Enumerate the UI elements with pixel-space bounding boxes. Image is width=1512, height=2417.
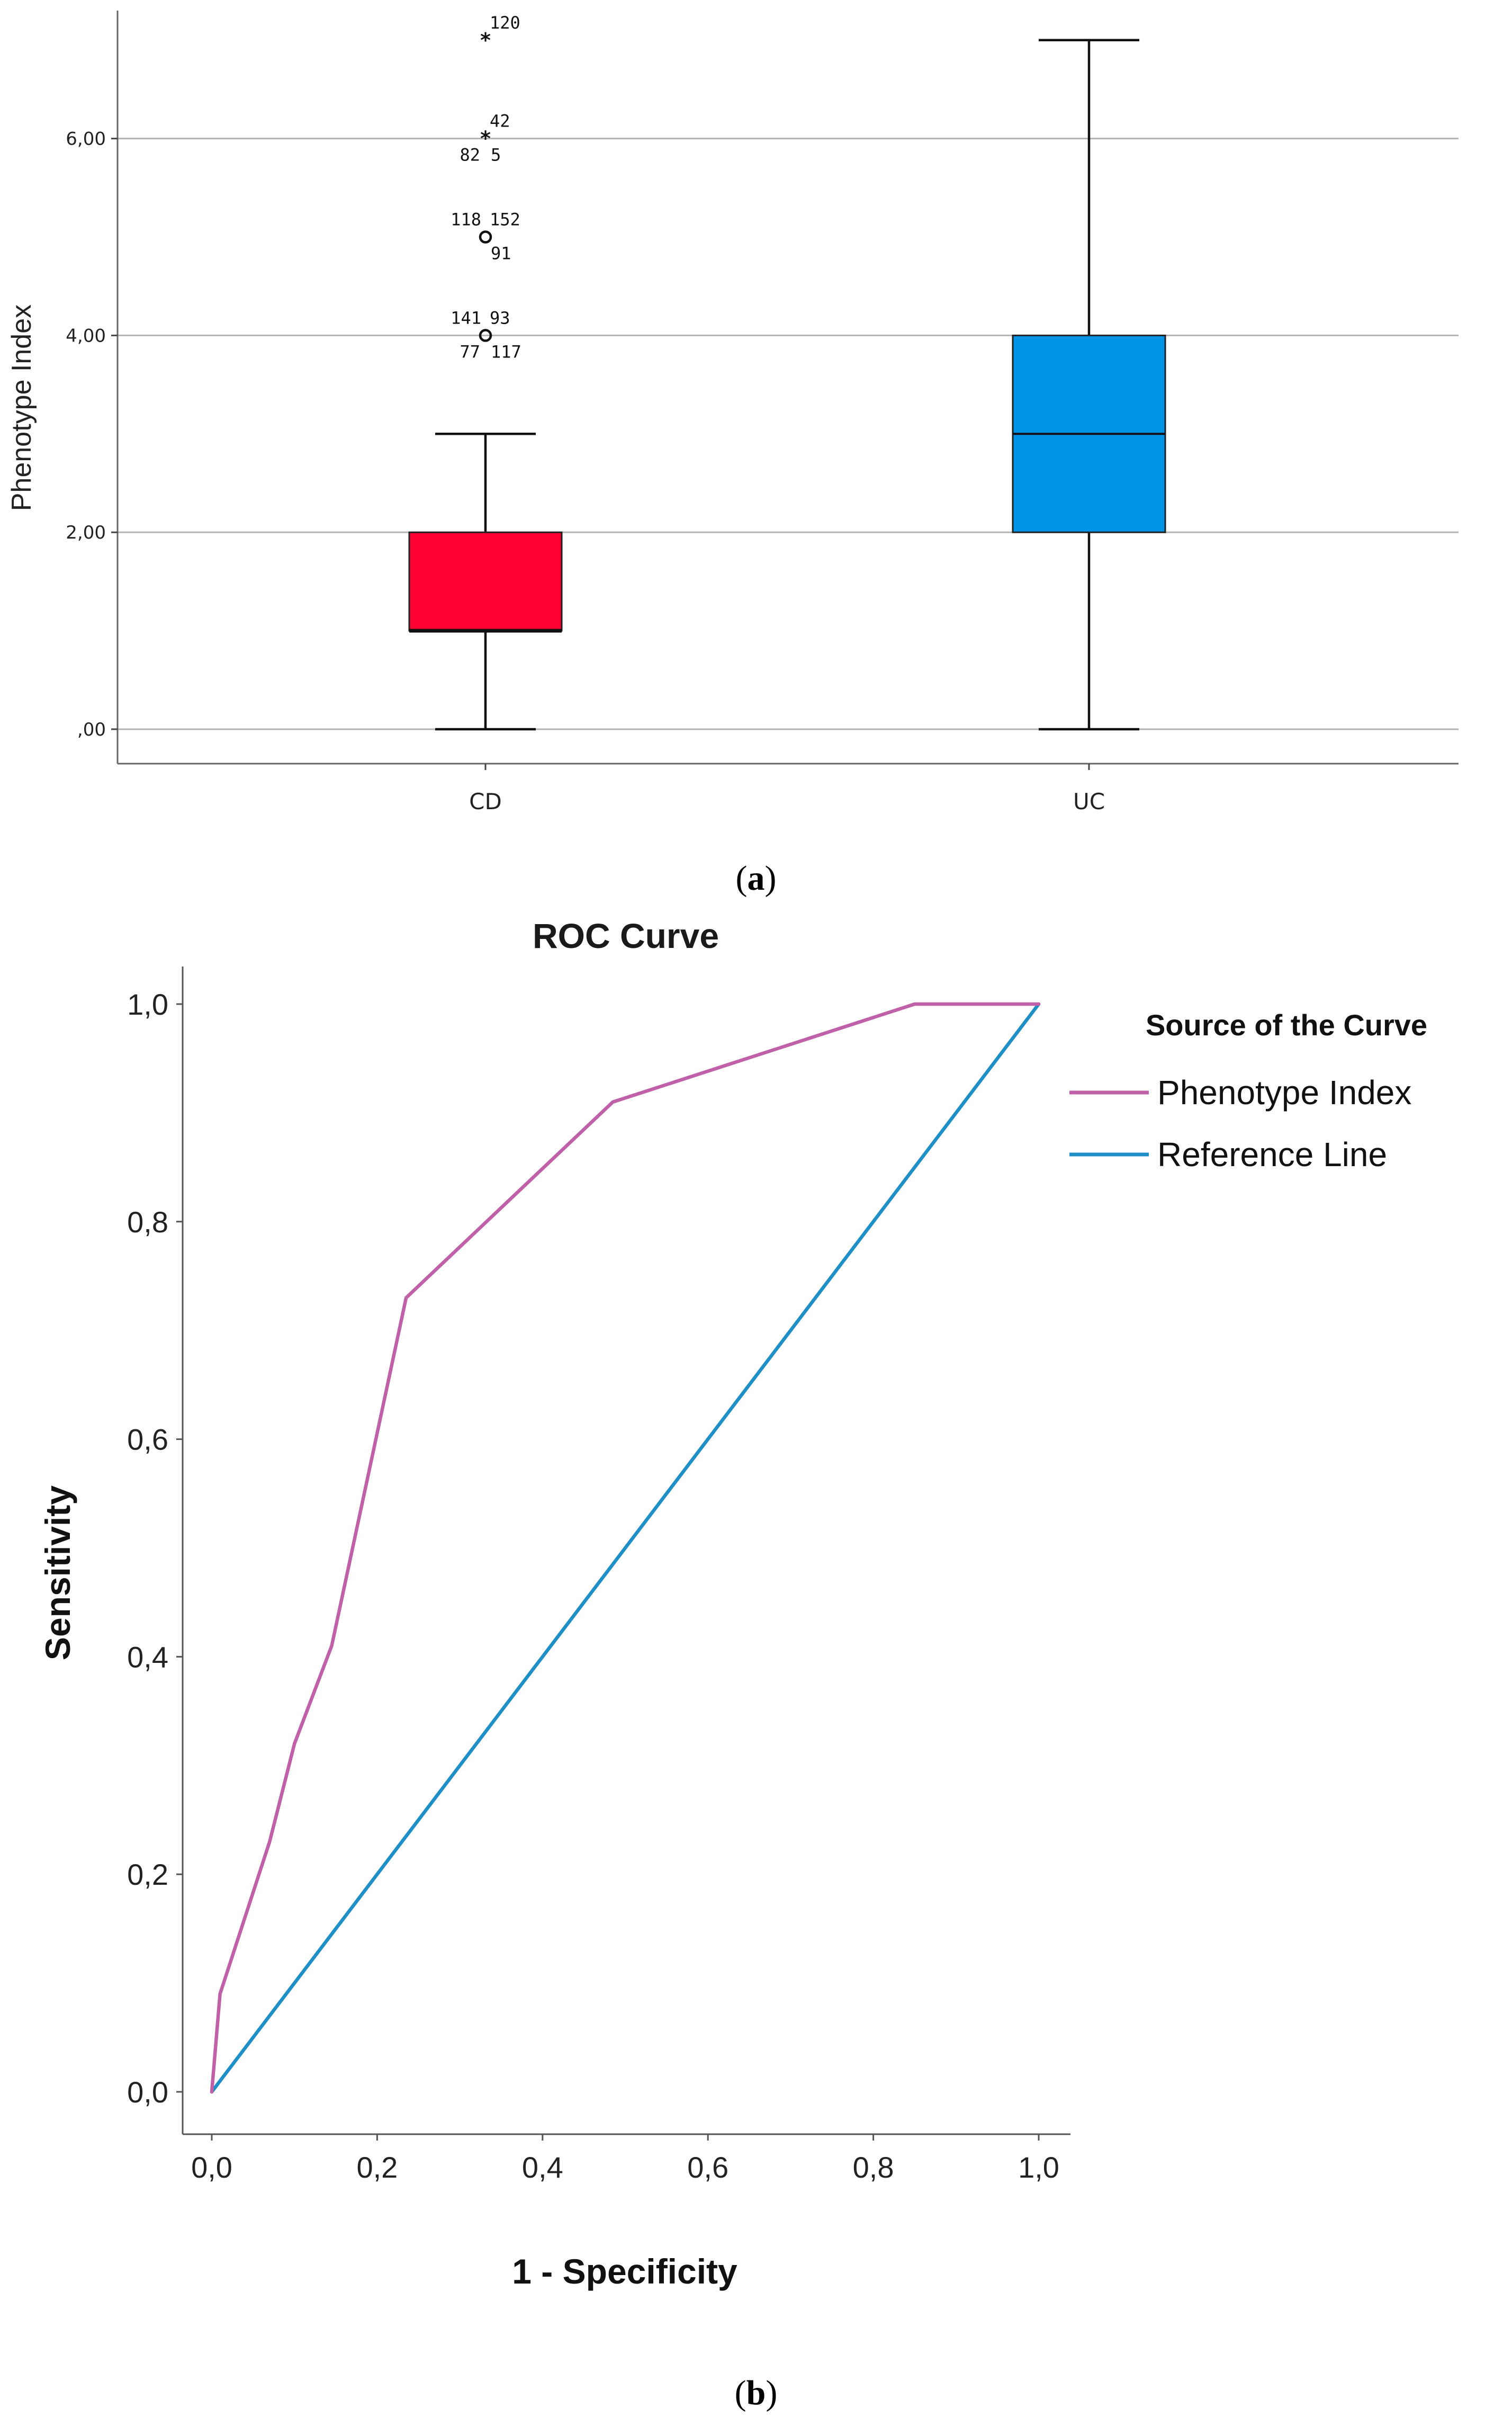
roc-x-ticks: 0,0 0,2 0,4 0,6 0,8 1,0	[191, 2134, 1059, 2184]
x-tick-label: 0,2	[356, 2151, 398, 2184]
roc-panel: ROC Curve 0,00,20,40,60,81,0 0,0 0,2 0,4 0,…	[38, 916, 1427, 2412]
boxplot-gridlines	[118, 138, 1459, 730]
outlier-circle-marker	[479, 329, 492, 342]
roc-series	[210, 1002, 1041, 2094]
cd-box	[408, 531, 563, 632]
extreme-star-marker: *	[480, 127, 491, 150]
y-tick-label: 2,00	[66, 522, 106, 543]
boxplot-boxes	[408, 39, 1166, 731]
y-tick-label: 0,0	[127, 2075, 168, 2109]
x-tick-label: 0,4	[522, 2151, 563, 2184]
roc-x-axis-label: 1 - Specificity	[512, 2252, 737, 2291]
outlier-circle-marker	[479, 230, 492, 244]
roc-title: ROC Curve	[533, 916, 719, 955]
roc-curve-phenotype-index	[210, 1002, 1041, 2094]
outlier-case-label: 91	[491, 244, 511, 264]
legend-label-phenotype-index: Phenotype Index	[1157, 1073, 1411, 1112]
boxplot-y-ticks: ,00 2,00 4,00 6,00	[66, 129, 118, 740]
y-tick-label: 1,0	[127, 988, 168, 1021]
outlier-case-label: 77	[460, 342, 480, 362]
outlier-case-label: 120	[490, 13, 520, 33]
outlier-case-label: 82	[460, 145, 480, 165]
y-tick-label: 0,4	[127, 1640, 168, 1673]
panel-b-letter: b	[746, 2374, 766, 2412]
legend-title: Source of the Curve	[1146, 1008, 1427, 1042]
x-tick-label: 0,8	[853, 2151, 894, 2184]
roc-y-axis-label: Sensitivity	[38, 1485, 77, 1660]
x-tick-label-uc: UC	[1073, 789, 1105, 814]
x-tick-label: 0,6	[687, 2151, 728, 2184]
x-tick-label: 1,0	[1018, 2151, 1059, 2184]
outlier-case-label: 5	[491, 145, 501, 165]
panel-b-caption: (b)	[735, 2374, 778, 2412]
boxplot-x-ticks: CD UC	[469, 764, 1105, 814]
boxplot-y-axis-label: Phenotype Index	[6, 305, 37, 511]
y-tick-label: 0,2	[127, 1858, 168, 1891]
outlier-case-label: 117	[491, 342, 521, 362]
extreme-star-marker: *	[480, 29, 491, 52]
outlier-case-label: 93	[490, 308, 510, 328]
outlier-case-label: 141	[451, 308, 481, 328]
roc-reference-line	[210, 1002, 1041, 2094]
y-tick-label: ,00	[77, 719, 106, 740]
roc-axes	[182, 966, 1070, 2135]
x-tick-label-cd: CD	[469, 789, 502, 814]
panel-a-caption: (a)	[736, 859, 777, 898]
x-tick-label: 0,0	[191, 2151, 232, 2184]
outlier-case-label: 118	[451, 210, 481, 230]
y-tick-label: 4,00	[66, 325, 106, 346]
panel-a-letter: a	[748, 859, 765, 898]
legend-label-reference-line: Reference Line	[1157, 1135, 1387, 1174]
outlier-case-label: 152	[490, 210, 520, 230]
roc-legend: Source of the Curve Phenotype Index Refe…	[1069, 1008, 1427, 1174]
boxplot-frame	[116, 11, 1459, 765]
y-tick-label: 0,8	[127, 1205, 168, 1239]
y-tick-label: 0,6	[127, 1423, 168, 1456]
y-tick-label: 6,00	[66, 129, 106, 150]
outlier-case-label: 42	[490, 111, 510, 131]
roc-y-ticks: 0,0 0,2 0,4 0,6 0,8 1,0	[127, 988, 183, 2109]
